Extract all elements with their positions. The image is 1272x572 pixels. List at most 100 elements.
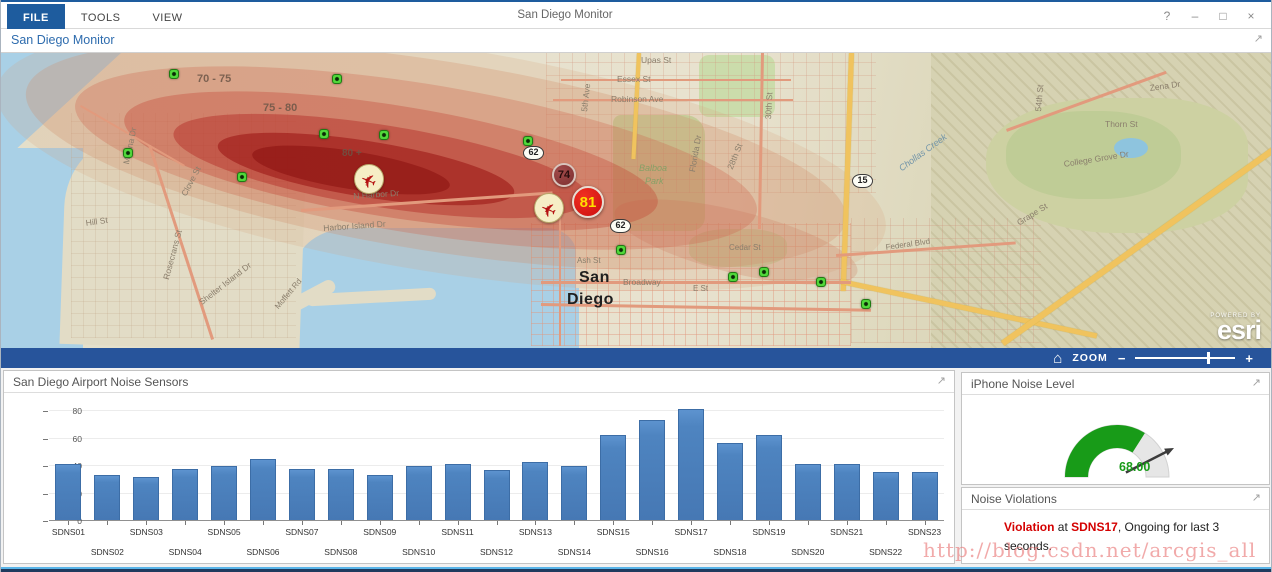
bar-SDNS14[interactable] — [561, 466, 588, 520]
bar-SDNS21[interactable] — [833, 464, 860, 520]
violation-message: Violation at SDNS17, Ongoing for last 3 … — [1004, 518, 1258, 555]
menu-item-file[interactable]: FILE — [7, 4, 65, 31]
sensor-marker[interactable] — [816, 277, 826, 287]
bar-SDNS22[interactable] — [872, 472, 899, 520]
home-icon[interactable]: ⌂ — [1053, 349, 1063, 367]
window-bottom-edge — [1, 567, 1271, 572]
help-button[interactable]: ? — [1163, 8, 1171, 23]
menu-item-view[interactable]: VIEW — [152, 11, 183, 24]
map-label: Broadway — [623, 277, 661, 287]
zoom-in-button[interactable]: + — [1245, 350, 1253, 366]
gauge-panel-title: iPhone Noise Level — [971, 377, 1075, 391]
x-axis-tick — [379, 521, 381, 525]
x-axis-label-SDNS06: SDNS06 — [246, 547, 280, 557]
expand-icon[interactable]: ↗ — [1251, 492, 1261, 504]
gauge-needle-tip — [1164, 447, 1175, 456]
bar-SDNS17[interactable] — [678, 409, 705, 520]
gridline-60 — [49, 437, 944, 439]
bar-SDNS18[interactable] — [716, 443, 743, 520]
noise-badge-74[interactable]: 74 — [552, 163, 576, 187]
expand-icon[interactable]: ↗ — [1251, 377, 1261, 389]
menu-item-tools[interactable]: TOOLS — [80, 11, 121, 24]
zoom-bar: ⌂ ZOOM − + — [1, 348, 1271, 368]
y-axis-tick-80: 80 — [72, 406, 82, 416]
x-axis-tick — [185, 521, 187, 525]
svg: 68.00 — [1064, 424, 1175, 478]
sensor-marker[interactable] — [237, 172, 247, 182]
bar-SDNS02[interactable] — [94, 475, 121, 520]
sensor-marker[interactable] — [123, 148, 133, 158]
x-axis-label-SDNS15: SDNS15 — [596, 527, 630, 537]
title-bar: FILE TOOLS VIEW San Diego Monitor ? – □ × — [1, 0, 1271, 31]
x-axis-label-SDNS09: SDNS09 — [363, 527, 397, 537]
sensor-marker[interactable] — [169, 69, 179, 79]
sensor-marker[interactable] — [379, 130, 389, 140]
window-controls: ? – □ × — [1153, 2, 1265, 29]
x-axis-label-SDNS08: SDNS08 — [324, 547, 358, 557]
sensor-marker[interactable] — [332, 74, 342, 84]
zoom-slider-handle[interactable] — [1207, 352, 1211, 364]
minimize-button[interactable]: – — [1191, 8, 1199, 23]
sensor-marker[interactable] — [616, 245, 626, 255]
bar-SDNS11[interactable] — [444, 464, 471, 520]
expand-icon[interactable]: ↗ — [1253, 33, 1263, 45]
x-axis-tick — [107, 521, 109, 525]
close-button[interactable]: × — [1247, 8, 1255, 23]
bar-SDNS16[interactable] — [639, 420, 666, 520]
x-axis-label-SDNS14: SDNS14 — [557, 547, 591, 557]
bar-SDNS09[interactable] — [366, 475, 393, 520]
aircraft-marker[interactable]: ✈ — [354, 164, 384, 194]
x-axis-tick — [457, 521, 459, 525]
bar-SDNS20[interactable] — [794, 464, 821, 520]
bar-SDNS07[interactable] — [288, 469, 315, 520]
bar-SDNS06[interactable] — [250, 459, 277, 520]
x-axis-tick — [496, 521, 498, 525]
y-axis-tick-0: 0 — [77, 516, 82, 526]
map-label: Robinson Ave — [611, 94, 664, 104]
bar-SDNS08[interactable] — [327, 469, 354, 520]
x-axis-label-SDNS21: SDNS21 — [830, 527, 864, 537]
noise-badge-81[interactable]: 81 — [572, 186, 604, 218]
zoom-slider-track[interactable] — [1135, 352, 1236, 364]
road-broadway — [541, 281, 851, 284]
violations-panel: Noise Violations ↗ Violation at SDNS17, … — [961, 487, 1270, 564]
x-axis-label-SDNS16: SDNS16 — [635, 547, 669, 557]
sensor-marker[interactable] — [523, 136, 533, 146]
map-label: Diego — [567, 291, 614, 308]
bar-SDNS15[interactable] — [600, 435, 627, 520]
zoom-label: ZOOM — [1072, 352, 1108, 364]
sensor-marker[interactable] — [759, 267, 769, 277]
maximize-button[interactable]: □ — [1219, 8, 1227, 23]
x-axis-label-SDNS18: SDNS18 — [713, 547, 747, 557]
menu-bar: FILE TOOLS VIEW — [7, 4, 199, 31]
bar-SDNS12[interactable] — [483, 470, 510, 520]
x-axis-label-SDNS12: SDNS12 — [479, 547, 514, 557]
map-label: 70 - 75 — [197, 73, 232, 85]
expand-icon[interactable]: ↗ — [936, 375, 946, 387]
x-axis-tick — [68, 521, 70, 525]
downtown-grid — [531, 223, 851, 346]
sensor-marker[interactable] — [728, 272, 738, 282]
x-axis-label-SDNS17: SDNS17 — [674, 527, 708, 537]
aircraft-marker[interactable]: ✈ — [534, 193, 564, 223]
bar-SDNS19[interactable] — [755, 435, 782, 520]
zoom-out-button[interactable]: − — [1117, 350, 1126, 366]
x-axis-label-SDNS22: SDNS22 — [869, 547, 903, 557]
bar-SDNS13[interactable] — [522, 462, 549, 520]
sensor-marker[interactable] — [861, 299, 871, 309]
airplane-icon: ✈ — [357, 166, 381, 192]
map-label: Park — [645, 176, 664, 186]
bar-SDNS10[interactable] — [405, 466, 432, 520]
sensor-marker[interactable] — [319, 129, 329, 139]
y-axis-dash — [43, 411, 48, 412]
bar-SDNS23[interactable] — [911, 472, 938, 520]
map-label: Balboa — [639, 163, 668, 173]
bar-SDNS05[interactable] — [211, 466, 238, 520]
map-canvas[interactable]: 70 - 75 75 - 80 80 + Upas St Essex St Robinso… — [1, 53, 1271, 348]
highway-shield-15: 15 — [852, 174, 873, 188]
bar-SDNS01[interactable] — [55, 464, 82, 520]
map-label: San — [579, 269, 610, 286]
bar-SDNS03[interactable] — [133, 477, 160, 520]
bar-SDNS04[interactable] — [172, 469, 199, 520]
